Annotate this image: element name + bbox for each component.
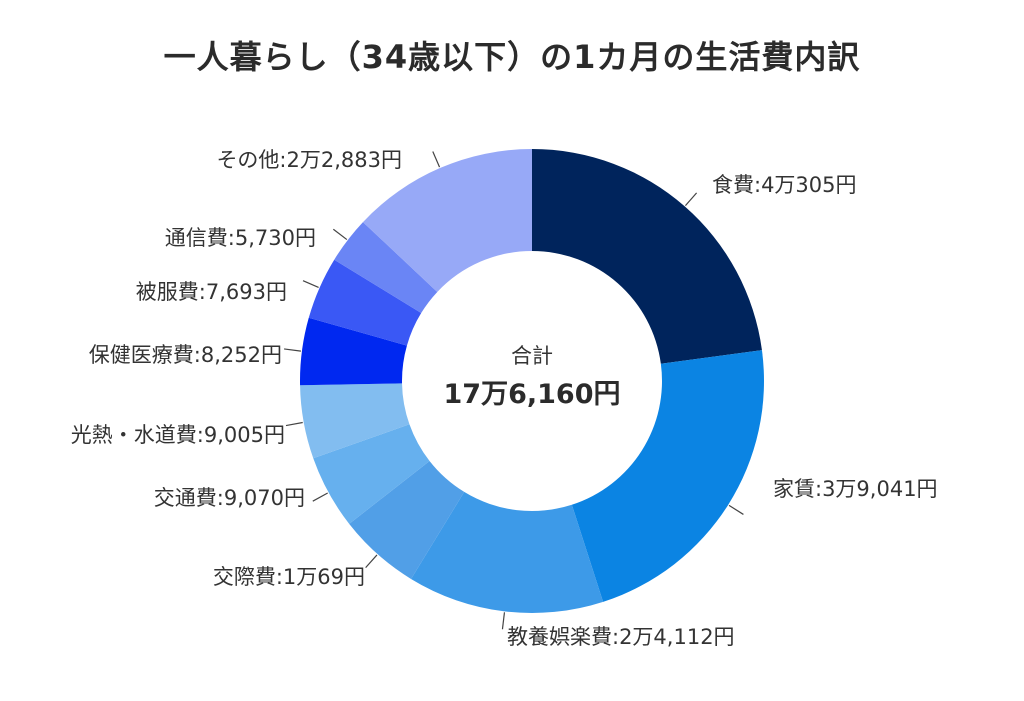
- leader-line: [432, 151, 441, 168]
- slice-label: 被服費:7,693円: [135, 280, 287, 304]
- donut-slice: [411, 491, 604, 613]
- slice-label: 交通費:9,070円: [153, 486, 305, 510]
- slice-label: 光熱・水道費:9,005円: [70, 423, 285, 447]
- donut-slice: [532, 149, 762, 364]
- leader-line: [684, 192, 698, 207]
- donut-slice: [571, 350, 764, 602]
- slice-label: 教養娯楽費:2万4,112円: [507, 625, 735, 649]
- slice-label: 通信費:5,730円: [164, 226, 316, 250]
- donut-slice: [300, 383, 410, 459]
- donut-slice: [300, 317, 407, 386]
- center-label: 合計: [511, 344, 553, 368]
- slice-label: 食費:4万305円: [712, 173, 857, 197]
- donut-slice: [349, 461, 465, 579]
- slice-label: 家賃:3万9,041円: [773, 477, 938, 501]
- chart-title: 一人暮らし（34歳以下）の1カ月の生活費内訳: [163, 38, 861, 76]
- center-total: 合計 17万6,160円: [432, 340, 632, 411]
- leader-line: [501, 612, 506, 630]
- leader-line: [302, 280, 319, 289]
- donut-slice: [362, 149, 532, 292]
- leader-line: [332, 228, 348, 241]
- leader-line: [312, 492, 328, 502]
- donut-slice: [313, 424, 430, 524]
- leader-line: [728, 504, 744, 515]
- center-value: 17万6,160円: [443, 379, 621, 410]
- leader-line: [283, 348, 302, 352]
- slice-label: その他:2万2,883円: [216, 148, 402, 172]
- leader-line: [285, 421, 303, 427]
- donut-slice: [334, 222, 438, 314]
- leader-line: [365, 554, 378, 569]
- slice-label: 保健医療費:8,252円: [88, 343, 282, 367]
- slice-label: 交際費:1万69円: [212, 565, 365, 589]
- donut-slice: [308, 259, 422, 346]
